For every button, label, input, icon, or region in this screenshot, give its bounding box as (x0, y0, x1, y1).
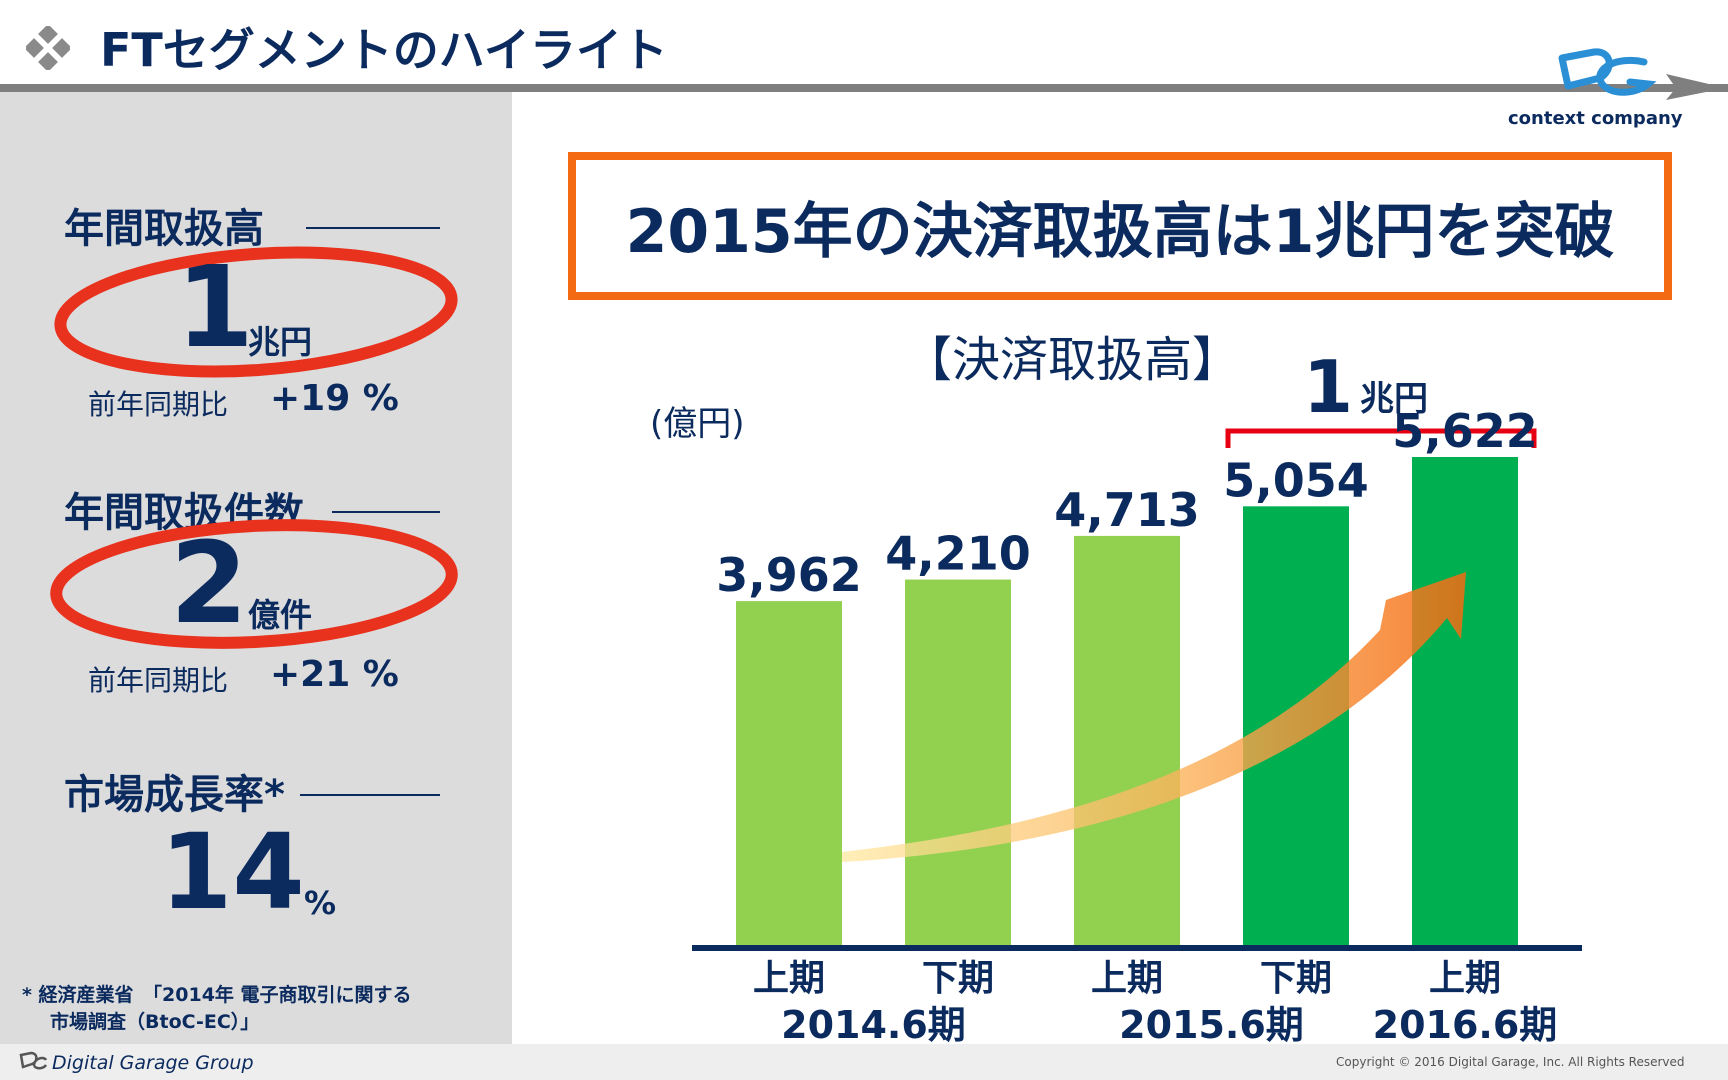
kpi-heading-rule (332, 511, 440, 513)
bar-value-label-4: 5,622 (1392, 404, 1538, 458)
kpi-heading-rule (306, 227, 440, 229)
yoy-value-annual-count: +21 % (270, 654, 399, 695)
kpi-value-annual-volume: 1 (176, 243, 254, 373)
headline-box (568, 152, 1672, 300)
kpi-unit-annual-count: 億件 (248, 596, 313, 634)
yoy-label: 前年同期比 (88, 388, 229, 421)
footnote-line-2: 市場調査（BtoC-EC）」 (50, 1011, 260, 1033)
bar-0 (736, 601, 842, 945)
logo-text: context company (1508, 108, 1683, 129)
bar-value-label-3: 5,054 (1223, 453, 1369, 507)
fiscal-group-label-2: 2016.6期 (1373, 1003, 1558, 1044)
footnote-line-1: * 経済産業省 「2014年 電子商取引に関する (22, 984, 412, 1006)
fiscal-group-label-0: 2014.6期 (781, 1003, 966, 1044)
footer-bar (0, 1044, 1728, 1080)
diamond-bullet-icon (26, 26, 70, 70)
kpi-value-annual-count: 2 (170, 519, 248, 649)
growth-arrow-icon (842, 572, 1466, 862)
volume-bar-chart: 【決済取扱高】 (億円) 1 兆円 3,962 上期 4,210 下期 4,713 上期 5… (650, 332, 1582, 1044)
bar-2 (1074, 535, 1180, 945)
kpi-unit-market-growth: % (304, 884, 337, 922)
bracket-icon (1225, 428, 1537, 448)
highlight-circle-icon (50, 519, 458, 649)
bracket-value: 1 (1303, 345, 1353, 429)
slide-title: FTセグメントのハイライト (100, 23, 668, 77)
yoy-value-annual-volume: +19 % (270, 378, 399, 419)
chart-title: 【決済取扱高】 (904, 332, 1240, 388)
x-tick-label-3: 下期 (1260, 958, 1332, 999)
kpi-unit-annual-volume: 兆円 (248, 323, 313, 361)
x-tick-label-0: 上期 (753, 958, 825, 999)
footer-brand: Digital Garage Group (52, 1052, 254, 1074)
header-rule (0, 84, 1728, 92)
x-tick-label-4: 上期 (1429, 958, 1501, 999)
kpi-heading-rule (300, 794, 440, 796)
x-tick-label-2: 上期 (1091, 958, 1163, 999)
bar-value-label-0: 3,962 (716, 548, 862, 602)
bar-1 (905, 579, 1011, 945)
y-axis-unit-label: (億円) (650, 404, 745, 444)
footer-copyright: Copyright © 2016 Digital Garage, Inc. Al… (1336, 1055, 1685, 1069)
headline-text: 2015年の決済取扱高は1兆円を突破 (625, 197, 1615, 267)
dg-logo-icon (1558, 48, 1726, 100)
yoy-label: 前年同期比 (88, 664, 229, 697)
bar-value-label-1: 4,210 (885, 527, 1031, 581)
x-tick-label-1: 下期 (922, 958, 994, 999)
dg-small-logo-icon (19, 1051, 48, 1070)
bracket-unit: 兆円 (1360, 379, 1428, 419)
bar-4 (1412, 457, 1518, 945)
x-axis-line (692, 945, 1582, 951)
kpi-value-market-growth: 14 (160, 811, 305, 933)
bar-value-label-2: 4,713 (1054, 483, 1200, 537)
fiscal-group-label-1: 2015.6期 (1119, 1003, 1304, 1044)
kpi-heading-annual-volume: 年間取扱高 (64, 206, 264, 252)
kpi-heading-market-growth: 市場成長率* (64, 772, 285, 818)
highlight-circle-icon (54, 246, 458, 378)
